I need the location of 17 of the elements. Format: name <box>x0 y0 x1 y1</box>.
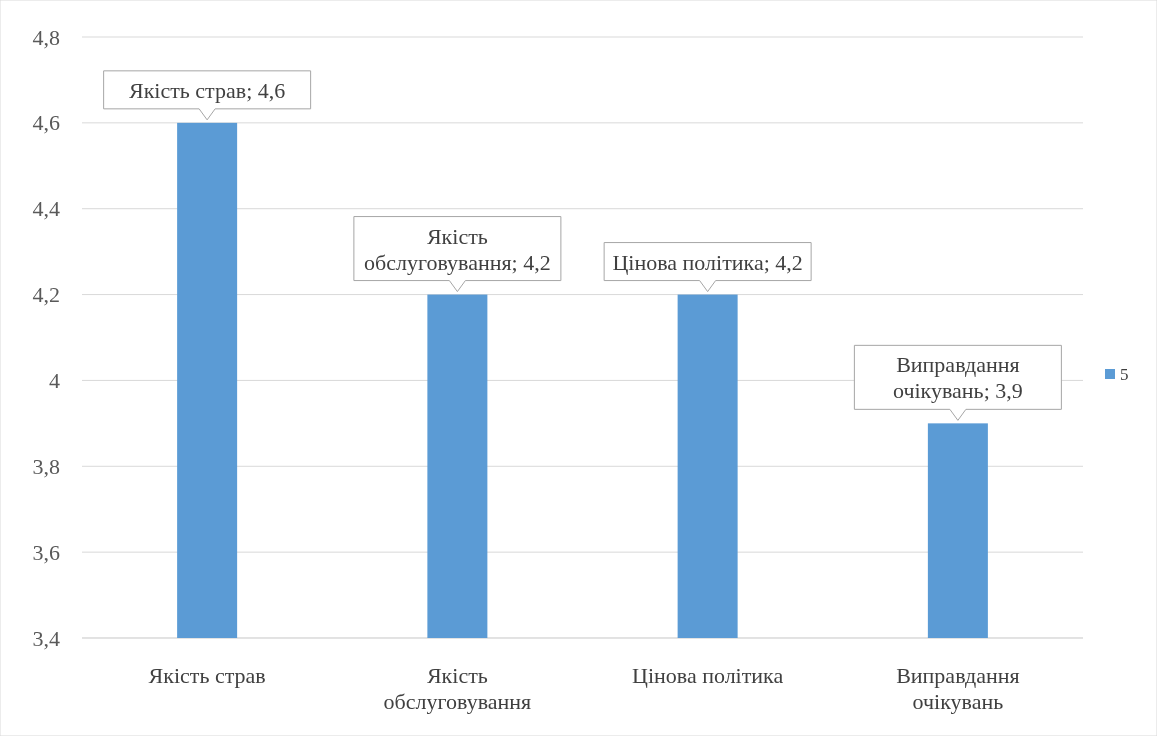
y-tick-label: 3,8 <box>32 453 60 479</box>
y-tick-label: 4,6 <box>32 110 60 136</box>
x-tick-label: Цінова політика <box>632 663 784 688</box>
x-tick-label: Якість страв <box>148 663 266 688</box>
legend-label: 5 <box>1120 365 1129 384</box>
y-tick-label: 4,4 <box>32 196 60 222</box>
x-tick-label: Виправдання очікувань <box>896 663 1020 714</box>
data-label: Якість страв; 4,6 <box>128 77 286 103</box>
y-tick-label: 4 <box>49 367 60 393</box>
y-tick-label: 4,8 <box>32 24 60 50</box>
x-tick-label: Якість обслуговування <box>383 663 532 714</box>
data-label: Якість обслуговування; 4,2 <box>364 223 551 275</box>
data-label: Виправдання очікувань; 3,9 <box>892 352 1023 404</box>
data-label: Цінова політика; 4,2 <box>612 249 803 275</box>
y-tick-label: 3,4 <box>32 625 60 651</box>
y-tick-label: 4,2 <box>32 282 60 308</box>
y-tick-label: 3,6 <box>32 539 60 565</box>
